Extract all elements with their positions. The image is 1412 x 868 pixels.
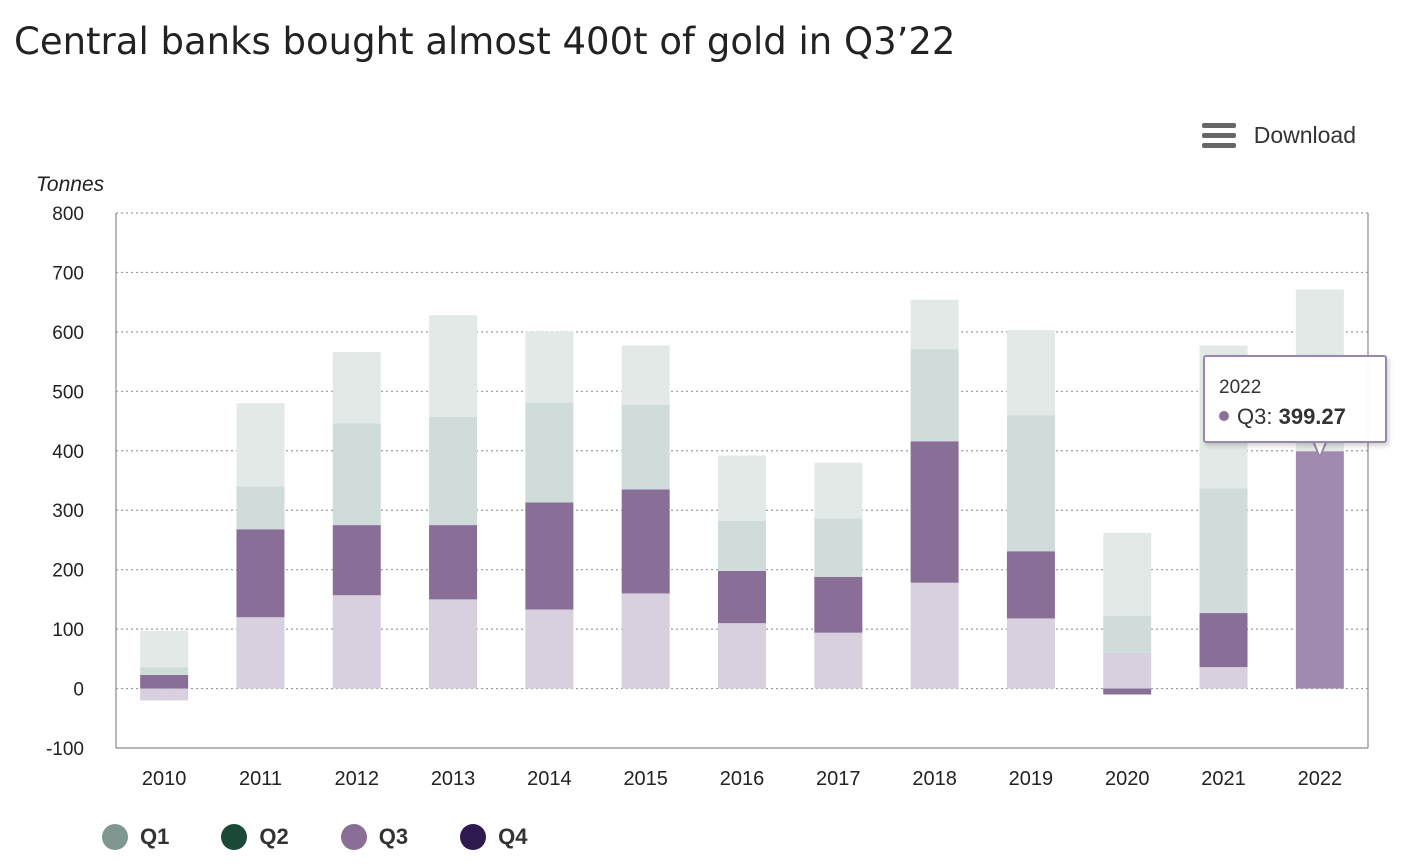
bar-2015-q1[interactable] — [621, 593, 670, 689]
bar-2015-q4[interactable] — [621, 345, 670, 406]
bar-2021-q3[interactable] — [1199, 488, 1248, 614]
y-tick-label: 300 — [52, 501, 84, 522]
legend-item-q1[interactable]: Q1 — [102, 824, 169, 850]
y-tick-label: 200 — [52, 561, 84, 582]
tooltip-value: 399.27 — [1278, 404, 1346, 429]
y-tick-label: 500 — [52, 382, 84, 403]
bar-2011-q3[interactable] — [236, 486, 285, 530]
legend-item-q2[interactable]: Q2 — [221, 824, 289, 850]
tooltip-series-dot — [1219, 411, 1229, 422]
y-axis-title: Tonnes — [36, 173, 105, 196]
bar-2018-q2[interactable] — [910, 441, 959, 583]
bar-2020-q3[interactable] — [1103, 616, 1152, 653]
bar-2021-q1[interactable] — [1199, 667, 1248, 689]
x-tick-label: 2021 — [1201, 768, 1246, 790]
bar-2011-q4[interactable] — [236, 403, 285, 487]
bar-2012-q4[interactable] — [332, 352, 381, 424]
legend-dot — [340, 824, 367, 850]
legend-label: Q1 — [140, 824, 170, 849]
x-tick-label: 2022 — [1298, 768, 1343, 790]
hamburger-menu-icon[interactable] — [1201, 122, 1236, 149]
y-tick-label: 800 — [52, 204, 84, 225]
bar-2011-q1[interactable] — [236, 617, 285, 689]
y-tick-label: 400 — [52, 442, 84, 463]
x-tick-label: 2012 — [335, 768, 380, 790]
bar-2014-q2[interactable] — [525, 502, 574, 610]
bar-2019-q2[interactable] — [1006, 551, 1055, 619]
bar-2010-q2[interactable] — [140, 674, 189, 689]
legend-dot — [221, 824, 248, 850]
legend-label: Q4 — [498, 824, 528, 849]
bar-2011-q2[interactable] — [236, 529, 285, 618]
bar-2016-q2[interactable] — [718, 570, 766, 624]
bar-2015-q2[interactable] — [621, 489, 670, 594]
bar-2019-q4[interactable] — [1006, 330, 1055, 416]
bar-2013-q4[interactable] — [429, 315, 478, 417]
bar-2019-q1[interactable] — [1006, 618, 1055, 689]
bar-2019-q3[interactable] — [1006, 415, 1055, 552]
tooltip-row: Q3: 399.27 — [1219, 404, 1346, 430]
tooltip-series: Q3 — [1237, 404, 1267, 429]
bar-2016-q3[interactable] — [718, 520, 766, 571]
legend-item-q3[interactable]: Q3 — [340, 824, 409, 850]
legend-item-q4[interactable]: Q4 — [460, 824, 527, 850]
chart-title: Central banks bought almost 400t of gold… — [14, 20, 956, 63]
x-tick-label: 2015 — [623, 768, 668, 790]
bar-2017-q1[interactable] — [814, 632, 863, 689]
bar-2017-q4[interactable] — [814, 462, 863, 519]
bar-2015-q3[interactable] — [621, 405, 670, 490]
legend-dot — [460, 824, 487, 850]
download-button[interactable]: Download — [1201, 122, 1356, 149]
bar-2014-q1[interactable] — [525, 609, 574, 689]
bar-2018-q4[interactable] — [910, 299, 959, 350]
bar-2017-q2[interactable] — [814, 576, 863, 633]
bar-2017-q3[interactable] — [814, 518, 863, 577]
bar-2021-q2[interactable] — [1199, 613, 1248, 668]
bar-2013-q1[interactable] — [429, 599, 478, 689]
y-tick-label: 600 — [52, 323, 84, 344]
y-tick-label: -100 — [46, 739, 84, 760]
y-tick-label: 0 — [73, 680, 84, 701]
bar-2010-q1[interactable] — [140, 688, 189, 701]
x-tick-label: 2019 — [1009, 768, 1054, 790]
bar-2010-q3[interactable] — [140, 667, 189, 675]
x-tick-label: 2018 — [912, 768, 957, 790]
x-tick-label: 2020 — [1105, 768, 1150, 790]
legend-label: Q3 — [378, 824, 409, 849]
bar-2020-q2[interactable] — [1103, 688, 1152, 695]
bar-2012-q2[interactable] — [332, 525, 381, 596]
bar-2013-q3[interactable] — [429, 416, 478, 526]
bar-2014-q4[interactable] — [525, 331, 574, 403]
tooltip-year: 2022 — [1219, 377, 1262, 398]
bar-2014-q3[interactable] — [525, 402, 574, 503]
legend-label: Q2 — [259, 824, 289, 849]
x-tick-label: 2014 — [527, 768, 572, 790]
x-tick-label: 2017 — [816, 768, 861, 790]
y-tick-label: 700 — [52, 263, 84, 284]
x-tick-label: 2011 — [239, 768, 282, 790]
bar-2018-q3[interactable] — [910, 349, 959, 442]
bar-2013-q2[interactable] — [429, 525, 478, 600]
bar-2012-q1[interactable] — [332, 595, 381, 689]
legend: Q1 Q2 Q3 Q4 — [102, 824, 579, 850]
bar-2022-q3[interactable] — [1295, 451, 1344, 689]
bar-2016-q1[interactable] — [718, 623, 766, 689]
bar-2012-q3[interactable] — [332, 423, 381, 526]
bar-2020-q4[interactable] — [1103, 532, 1152, 617]
x-tick-label: 2010 — [142, 768, 187, 790]
x-tick-label: 2016 — [720, 768, 765, 790]
legend-dot — [102, 824, 128, 850]
bar-2010-q4[interactable] — [140, 630, 189, 668]
tooltip: 2022 Q3: 399.27 — [1203, 355, 1387, 443]
x-tick-label: 2013 — [431, 768, 476, 790]
y-tick-label: 100 — [52, 620, 84, 641]
bar-2016-q4[interactable] — [718, 455, 766, 521]
download-label: Download — [1253, 122, 1356, 148]
bar-2018-q1[interactable] — [910, 582, 959, 689]
bar-2020-q1[interactable] — [1103, 652, 1152, 689]
